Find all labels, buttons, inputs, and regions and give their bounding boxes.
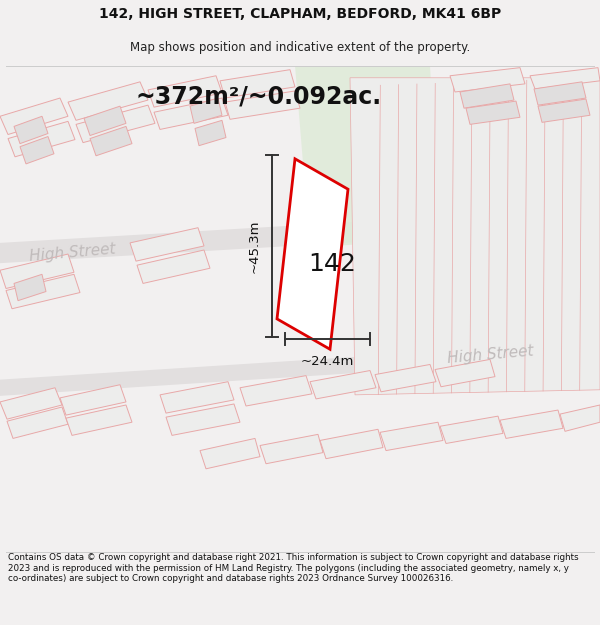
Polygon shape bbox=[440, 416, 503, 444]
Polygon shape bbox=[84, 106, 126, 136]
Polygon shape bbox=[530, 68, 600, 89]
Polygon shape bbox=[0, 254, 74, 289]
Polygon shape bbox=[0, 388, 62, 419]
Polygon shape bbox=[60, 385, 126, 415]
Text: ~24.4m: ~24.4m bbox=[301, 355, 354, 368]
Text: Contains OS data © Crown copyright and database right 2021. This information is : Contains OS data © Crown copyright and d… bbox=[8, 553, 578, 583]
Polygon shape bbox=[240, 376, 312, 406]
Polygon shape bbox=[0, 98, 68, 134]
Polygon shape bbox=[130, 228, 204, 261]
Polygon shape bbox=[310, 371, 376, 399]
Polygon shape bbox=[220, 69, 295, 98]
Polygon shape bbox=[137, 250, 210, 283]
Polygon shape bbox=[260, 434, 323, 464]
Polygon shape bbox=[500, 410, 563, 438]
Polygon shape bbox=[66, 405, 132, 436]
Polygon shape bbox=[90, 126, 132, 156]
Polygon shape bbox=[6, 274, 80, 309]
Polygon shape bbox=[190, 98, 222, 123]
Polygon shape bbox=[225, 91, 300, 119]
Polygon shape bbox=[195, 121, 226, 146]
Polygon shape bbox=[466, 101, 520, 124]
Polygon shape bbox=[460, 84, 514, 108]
Polygon shape bbox=[0, 208, 600, 263]
Polygon shape bbox=[277, 159, 348, 349]
Polygon shape bbox=[295, 66, 440, 248]
Polygon shape bbox=[450, 68, 525, 92]
Polygon shape bbox=[380, 422, 443, 451]
Text: High Street: High Street bbox=[28, 242, 116, 264]
Text: Map shows position and indicative extent of the property.: Map shows position and indicative extent… bbox=[130, 41, 470, 54]
Text: ~372m²/~0.092ac.: ~372m²/~0.092ac. bbox=[135, 84, 381, 108]
Polygon shape bbox=[8, 121, 75, 157]
Polygon shape bbox=[166, 404, 240, 436]
Polygon shape bbox=[76, 105, 155, 142]
Polygon shape bbox=[7, 407, 68, 438]
Text: 142: 142 bbox=[308, 252, 356, 276]
Polygon shape bbox=[560, 405, 600, 431]
Polygon shape bbox=[435, 359, 495, 387]
Polygon shape bbox=[0, 341, 600, 396]
Polygon shape bbox=[154, 98, 228, 129]
Polygon shape bbox=[350, 78, 600, 395]
Polygon shape bbox=[534, 82, 586, 105]
Polygon shape bbox=[14, 274, 46, 301]
Polygon shape bbox=[68, 82, 148, 121]
Text: High Street: High Street bbox=[446, 343, 534, 366]
Polygon shape bbox=[200, 438, 260, 469]
Polygon shape bbox=[14, 116, 48, 144]
Polygon shape bbox=[20, 136, 54, 164]
Polygon shape bbox=[538, 99, 590, 122]
Polygon shape bbox=[375, 364, 436, 392]
Text: 142, HIGH STREET, CLAPHAM, BEDFORD, MK41 6BP: 142, HIGH STREET, CLAPHAM, BEDFORD, MK41… bbox=[99, 8, 501, 21]
Polygon shape bbox=[160, 382, 234, 413]
Polygon shape bbox=[320, 429, 383, 459]
Polygon shape bbox=[148, 76, 222, 107]
Text: ~45.3m: ~45.3m bbox=[248, 219, 260, 272]
